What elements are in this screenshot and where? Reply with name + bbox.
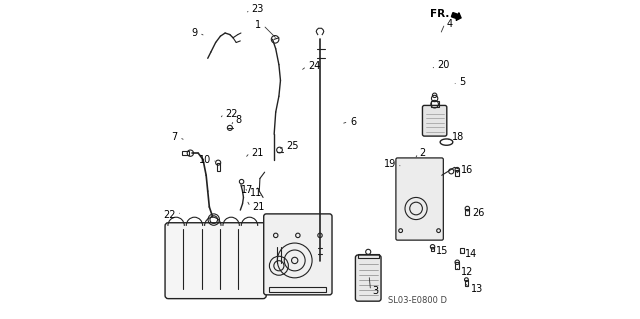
Text: 19: 19 (383, 159, 396, 169)
Text: 3: 3 (372, 286, 378, 296)
Bar (455, 262, 459, 269)
Text: 6: 6 (350, 116, 356, 127)
Text: 15: 15 (436, 246, 449, 256)
Text: 12: 12 (461, 267, 474, 277)
Text: FR.: FR. (430, 9, 450, 19)
Bar (358, 254, 378, 257)
Text: 20: 20 (437, 60, 449, 70)
Text: 23: 23 (252, 4, 264, 14)
Text: 21: 21 (252, 148, 264, 158)
Text: 16: 16 (461, 165, 474, 174)
FancyBboxPatch shape (165, 223, 266, 299)
Bar (216, 163, 220, 171)
Bar (431, 247, 434, 251)
Bar (269, 286, 326, 292)
Text: 1: 1 (255, 20, 262, 30)
Text: 21: 21 (252, 202, 264, 212)
Text: 18: 18 (452, 132, 464, 142)
FancyBboxPatch shape (264, 214, 332, 295)
Text: 4: 4 (447, 19, 452, 28)
FancyArrow shape (451, 12, 461, 20)
Bar (182, 151, 189, 155)
Bar (431, 101, 439, 107)
Text: 10: 10 (198, 154, 211, 165)
Bar (460, 248, 463, 253)
Text: 7: 7 (172, 132, 178, 142)
Text: 13: 13 (471, 284, 483, 294)
Text: 24: 24 (308, 61, 321, 71)
FancyBboxPatch shape (422, 105, 447, 136)
Bar (465, 280, 468, 286)
Text: 17: 17 (241, 184, 253, 195)
Text: 8: 8 (236, 115, 242, 125)
FancyBboxPatch shape (396, 158, 444, 240)
Text: 22: 22 (163, 210, 175, 220)
Bar (455, 170, 459, 176)
Text: 22: 22 (225, 109, 238, 119)
FancyBboxPatch shape (355, 255, 381, 301)
Text: 5: 5 (459, 77, 465, 87)
Text: 14: 14 (465, 249, 477, 259)
Text: 11: 11 (250, 188, 262, 198)
Bar (465, 209, 469, 215)
Text: 9: 9 (191, 28, 198, 38)
Text: 2: 2 (420, 148, 426, 158)
Text: 25: 25 (286, 141, 299, 151)
Text: 26: 26 (472, 208, 484, 218)
Text: SL03-E0800 D: SL03-E0800 D (388, 296, 447, 305)
